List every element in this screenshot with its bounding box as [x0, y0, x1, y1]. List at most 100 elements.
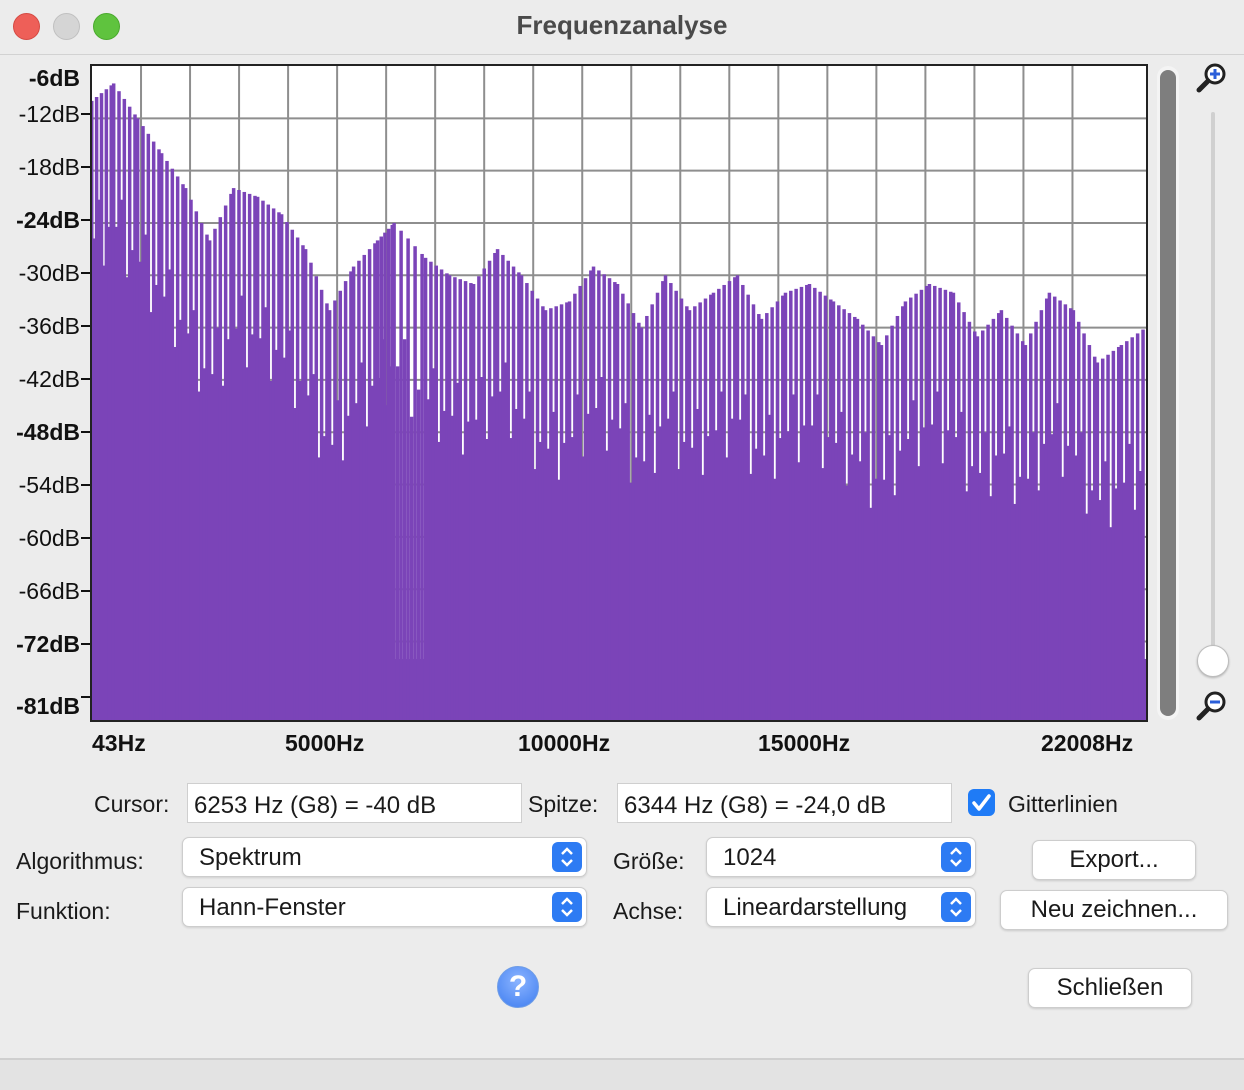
spectrum-bar	[837, 305, 841, 720]
spectrum-bar	[1106, 354, 1110, 720]
spectrum-plot[interactable]	[90, 64, 1148, 722]
spectrum-bar	[703, 298, 708, 720]
spectrum-bar	[102, 265, 106, 720]
spectrum-bar	[674, 290, 678, 720]
y-tick-mark	[81, 431, 90, 433]
spectrum-bar	[1034, 321, 1038, 720]
spectrum-bar	[567, 301, 572, 720]
spectrum-bar	[829, 299, 833, 720]
zoom-slider-knob[interactable]	[1197, 645, 1229, 677]
spectrum-bar	[157, 149, 161, 720]
maximize-window-button[interactable]	[93, 13, 120, 40]
spectrum-bar	[853, 316, 857, 720]
spectrum-bar	[1066, 445, 1070, 720]
spectrum-bar	[402, 339, 407, 720]
spectrum-bar	[143, 234, 148, 720]
x-tick-label: 43Hz	[92, 730, 146, 756]
spectrum-bar	[322, 436, 327, 720]
spectrum-bar	[733, 277, 737, 720]
spectrum-bar	[379, 236, 384, 720]
spectrum-bar	[757, 314, 761, 720]
spectrum-bar	[573, 293, 577, 720]
size-select[interactable]: 1024	[706, 837, 976, 877]
spectrum-bar	[133, 114, 137, 720]
spectrum-bar	[615, 284, 620, 720]
spectrum-bar	[634, 457, 638, 720]
spectrum-bar	[423, 257, 428, 720]
spectrum-bar	[437, 441, 441, 720]
spectrum-bar	[645, 315, 649, 720]
spectrum-bar	[813, 287, 817, 720]
spectrum-bar	[863, 432, 868, 720]
spectrum-bar	[1087, 345, 1092, 720]
spectrum-bar	[178, 319, 183, 720]
spectrum-bar	[199, 222, 204, 720]
spectrum-bar	[589, 270, 593, 720]
minimize-window-button[interactable]	[53, 13, 80, 40]
spectrum-bar	[946, 430, 950, 720]
spectrum-bar	[94, 97, 99, 720]
close-window-button[interactable]	[13, 13, 40, 40]
close-button[interactable]: Schließen	[1028, 968, 1192, 1008]
y-tick-label: -6dB	[28, 65, 80, 91]
spectrum-bar	[1122, 482, 1126, 720]
axis-value: Lineardarstellung	[723, 894, 908, 921]
y-tick-mark	[81, 484, 90, 486]
y-tick-mark	[81, 590, 90, 592]
spectrum-bar	[301, 245, 305, 720]
zoom-in-icon[interactable]	[1194, 60, 1230, 96]
spectrum-bar	[207, 240, 212, 720]
spectrum-bar	[562, 442, 566, 720]
spectrum-bar	[1100, 358, 1105, 720]
export-button[interactable]: Export...	[1032, 840, 1196, 880]
y-tick-mark	[81, 219, 90, 221]
function-select[interactable]: Hann-Fenster	[182, 887, 587, 927]
spectrum-bar	[1012, 503, 1017, 720]
spectrum-bar	[1023, 345, 1028, 720]
y-tick-mark	[81, 166, 90, 168]
spectrum-bar	[906, 439, 910, 720]
spectrum-bar	[765, 313, 769, 720]
grid-checkbox[interactable]	[968, 789, 995, 816]
y-tick-label: -42dB	[18, 366, 80, 392]
spectrum-bar	[607, 278, 612, 720]
spectrum-bar	[1103, 461, 1108, 720]
spectrum-bar	[399, 230, 403, 720]
spectrum-bar	[951, 292, 956, 720]
spectrum-bar	[629, 482, 633, 720]
axis-select[interactable]: Lineardarstellung	[706, 887, 976, 927]
spectrum-bar	[221, 385, 225, 720]
spectrum-bar	[791, 394, 796, 720]
spectrum-bar	[431, 368, 436, 720]
spectrum-bar	[533, 469, 537, 720]
peak-value-field[interactable]: 6344 Hz (G8) = -24,0 dB	[617, 783, 952, 823]
spectrum-bar	[618, 428, 622, 720]
help-button[interactable]: ?	[497, 966, 539, 1008]
spectrum-bar	[586, 413, 590, 720]
scrollbar-thumb[interactable]	[1160, 70, 1176, 716]
spectrum-bar	[847, 313, 852, 720]
algorithm-select[interactable]: Spektrum	[182, 837, 587, 877]
spectrum-bar	[807, 284, 812, 720]
spectrum-bar	[922, 427, 926, 720]
zoom-slider-track[interactable]	[1211, 112, 1215, 672]
spectrum-bar	[130, 250, 135, 720]
spectrum-bar	[650, 304, 654, 720]
spectrum-bar	[1042, 443, 1046, 720]
size-label: Größe:	[613, 848, 685, 874]
spectrum-bar	[725, 457, 729, 720]
spectrum-bar	[250, 334, 255, 720]
spectrum-bar	[565, 302, 569, 720]
spectrum-bar	[1133, 509, 1137, 720]
spectrum-bar	[1068, 308, 1073, 720]
spectrum-bar	[957, 302, 961, 720]
grid-checkbox-label[interactable]: Gitterlinien	[1008, 791, 1118, 817]
spectrum-bar	[189, 199, 193, 720]
spectrum-bar	[901, 306, 905, 720]
spectrum-bar	[927, 284, 932, 720]
zoom-out-icon[interactable]	[1194, 688, 1230, 724]
cursor-value-field[interactable]: 6253 Hz (G8) = -40 dB	[187, 783, 522, 823]
spectrum-bar	[866, 330, 870, 720]
redraw-button[interactable]: Neu zeichnen...	[1000, 890, 1228, 930]
spectrum-bar	[911, 400, 916, 720]
